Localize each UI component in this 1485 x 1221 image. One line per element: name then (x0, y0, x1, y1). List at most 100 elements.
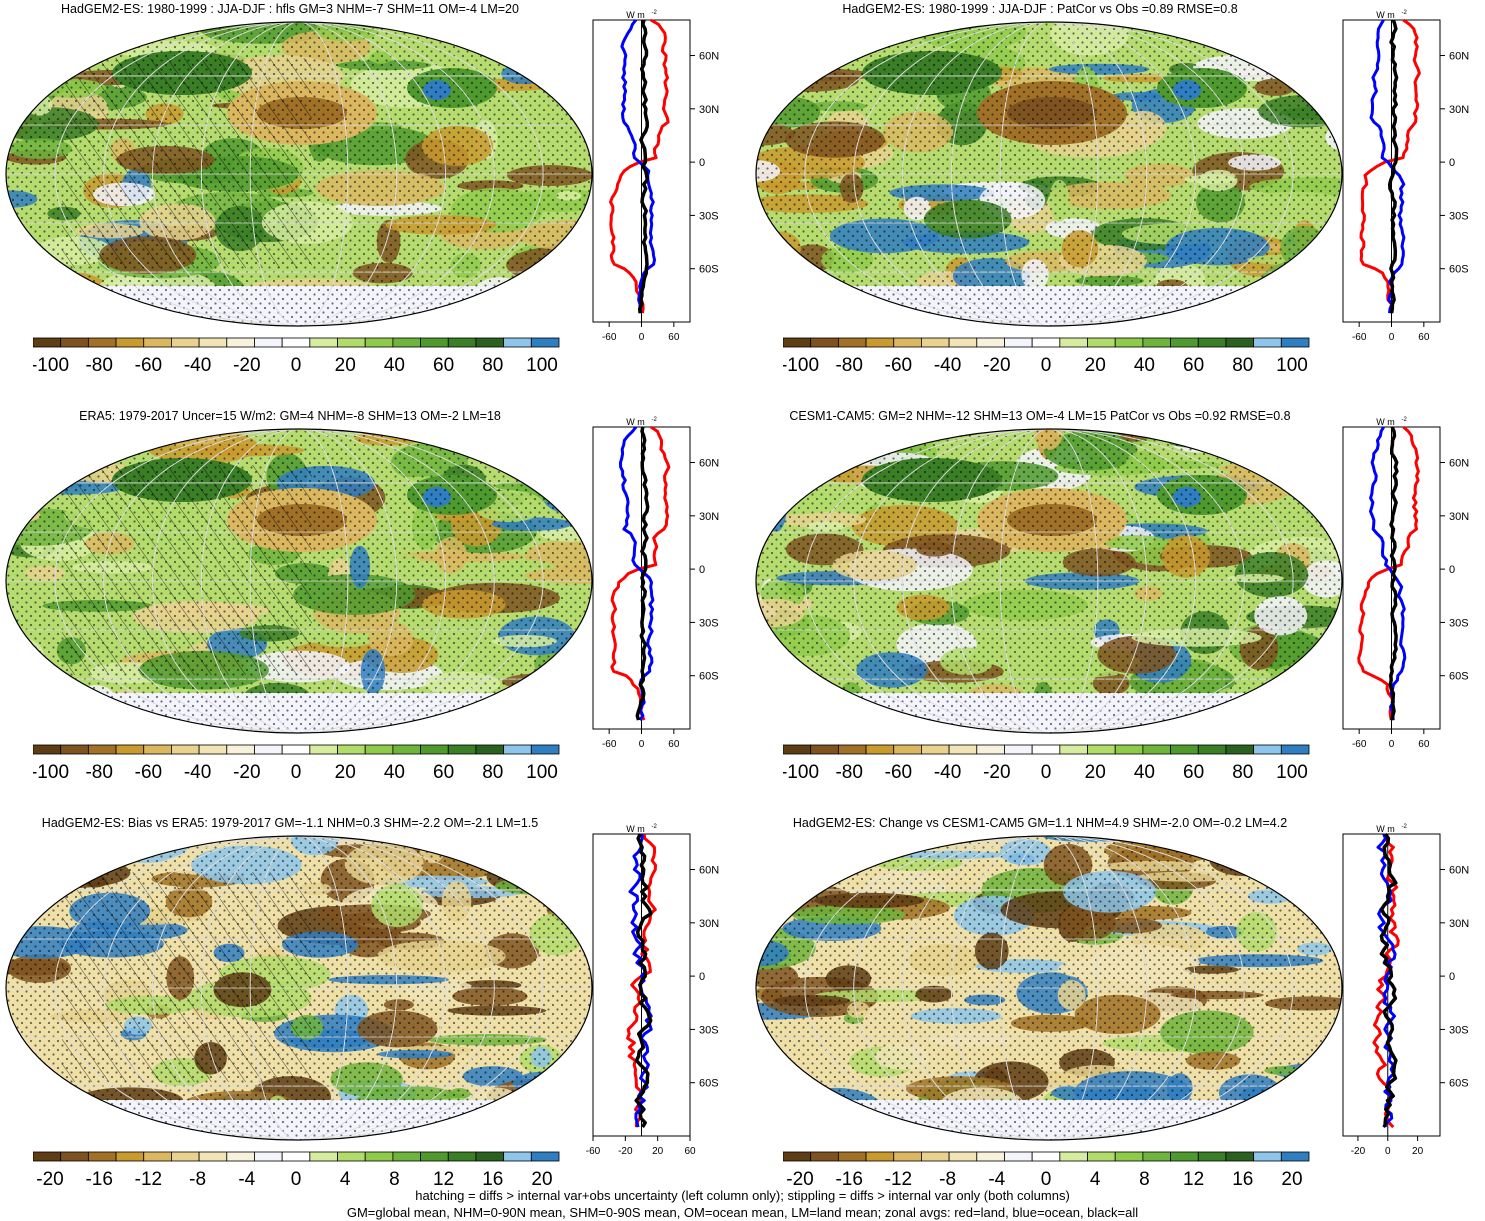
field-blob (756, 723, 814, 733)
field-blob (527, 274, 568, 288)
zonal-ytick: 30N (1449, 511, 1469, 523)
zonal-land-curve (626, 833, 657, 1128)
colorbar-label: -60 (885, 762, 912, 783)
zonal-xtick: -60 (586, 1146, 601, 1157)
colorbar-segment (475, 1151, 505, 1162)
zonal-ytick: 60N (699, 865, 719, 877)
colorbar-segment (530, 337, 560, 348)
colorbar-segment (1253, 1151, 1282, 1162)
zonal-ytick: 30S (1449, 210, 1469, 222)
zonal-ytick: 60S (1449, 264, 1469, 276)
zonal-unit: W m (626, 824, 645, 834)
zonal-ytick: 60N (699, 458, 719, 470)
colorbar-label: 8 (389, 1169, 400, 1190)
zonal-ytick: 30N (1449, 918, 1469, 930)
colorbar-label: 80 (482, 762, 503, 783)
map-border (755, 835, 1343, 1141)
colorbar-segment (1004, 1151, 1033, 1162)
colorbar-segment (1114, 1151, 1144, 1162)
field-blob (10, 1088, 76, 1113)
zonal-xtick: -20 (618, 1146, 633, 1157)
colorbar-label: 16 (1232, 1169, 1253, 1190)
colorbar-segment (281, 337, 311, 348)
zonal-unit: W m (626, 417, 645, 427)
zonal-xtick: 60 (668, 332, 680, 343)
colorbar-label: -12 (885, 1169, 912, 1190)
zonal-mean-plot: W m -2 60N 30N 0 30S 60S -60 0 60 (592, 417, 719, 750)
colorbar-segment (143, 1151, 172, 1162)
field-blob (22, 278, 96, 295)
colorbar-segment (309, 337, 338, 348)
robinson-map (755, 428, 1343, 734)
field-blob (6, 270, 88, 296)
field-blob (6, 25, 55, 57)
colorbar-segment (810, 1151, 839, 1162)
colorbar-segment (60, 1151, 89, 1162)
hatching (62, 465, 312, 675)
zonal-xtick: -60 (602, 739, 617, 750)
colorbar-label: -4 (238, 1169, 255, 1190)
colorbar-label: 0 (291, 1169, 302, 1190)
zonal-mean-plot: W m -2 60N 30N 0 30S 60S -20 0 20 (1342, 824, 1469, 1157)
colorbar-label: -40 (934, 762, 961, 783)
zonal-unit: W m (1376, 10, 1395, 20)
colorbar-segment (1031, 1151, 1061, 1162)
colorbar-label: -20 (983, 762, 1010, 783)
colorbar-segment (475, 744, 505, 755)
colorbar: -20 -16 -12 -8 -4 0 4 8 12 16 20 (783, 1151, 1310, 1190)
panel-title: HadGEM2-ES: 1980-1999 : JJA-DJF : hfls G… (61, 2, 519, 16)
colorbar-segment (33, 337, 62, 348)
colorbar-segment (198, 744, 228, 755)
zonal-ytick: 60S (1449, 1078, 1469, 1090)
colorbar: -100 -80 -60 -40 -20 0 20 40 60 80 100 (33, 337, 560, 376)
colorbar-label: 16 (482, 1169, 503, 1190)
zonal-unit: W m (1376, 824, 1395, 834)
colorbar-label: -4 (988, 1169, 1005, 1190)
zonal-ytick: 60N (1449, 458, 1469, 470)
colorbar-segment (87, 744, 117, 755)
colorbar-segment (1253, 744, 1282, 755)
colorbar-segment (171, 337, 200, 348)
colorbar-segment (281, 1151, 311, 1162)
zonal-mean-plot: W m -2 60N 30N 0 30S 60S -60 0 60 (592, 10, 719, 343)
zonal-ytick: 60S (699, 1078, 719, 1090)
colorbar-segment (1059, 1151, 1088, 1162)
colorbar-segment (1087, 337, 1116, 348)
colorbar-segment (976, 337, 1005, 348)
colorbar-segment (1142, 1151, 1171, 1162)
zonal-unit: W m (1376, 417, 1395, 427)
zonal-xtick: 20 (652, 1146, 664, 1157)
field-blob (67, 1107, 95, 1130)
zonal-ocean-curve (628, 834, 653, 1128)
colorbar-label: -60 (135, 355, 162, 376)
field-blob (756, 465, 847, 478)
colorbar-segment (1031, 744, 1061, 755)
colorbar-segment (1087, 1151, 1116, 1162)
map-panel: ERA5: 1979-2017 Uncer=15 W/m2: GM=4 NHM=… (0, 407, 742, 813)
zonal-ytick: 60S (699, 671, 719, 683)
zonal-unit-exponent: -2 (1402, 10, 1408, 16)
field-blob (541, 1080, 585, 1092)
zonal-xtick: 60 (1418, 332, 1430, 343)
field-blob (827, 429, 924, 449)
colorbar-label: 40 (1134, 355, 1155, 376)
field-blob (92, 36, 144, 45)
zonal-xtick: 0 (1385, 1146, 1391, 1157)
map-border (755, 428, 1343, 734)
footer-line-1: hatching = diffs > internal var+obs unce… (415, 1188, 1070, 1203)
field-blob (435, 429, 530, 442)
field-blob (421, 1123, 464, 1136)
colorbar-segment (171, 1151, 200, 1162)
colorbar-segment (1197, 1151, 1227, 1162)
colorbar-label: 40 (1134, 762, 1155, 783)
colorbar-segment (1059, 744, 1088, 755)
colorbar-segment (392, 337, 421, 348)
zonal-xtick: 20 (1412, 1146, 1424, 1157)
colorbar-segment (60, 744, 89, 755)
colorbar-segment (1031, 337, 1061, 348)
colorbar-segment (198, 337, 228, 348)
field-blob (824, 1118, 908, 1140)
field-blob (1278, 1112, 1338, 1128)
field-blob (1222, 301, 1340, 313)
colorbar-label: -20 (983, 355, 1010, 376)
